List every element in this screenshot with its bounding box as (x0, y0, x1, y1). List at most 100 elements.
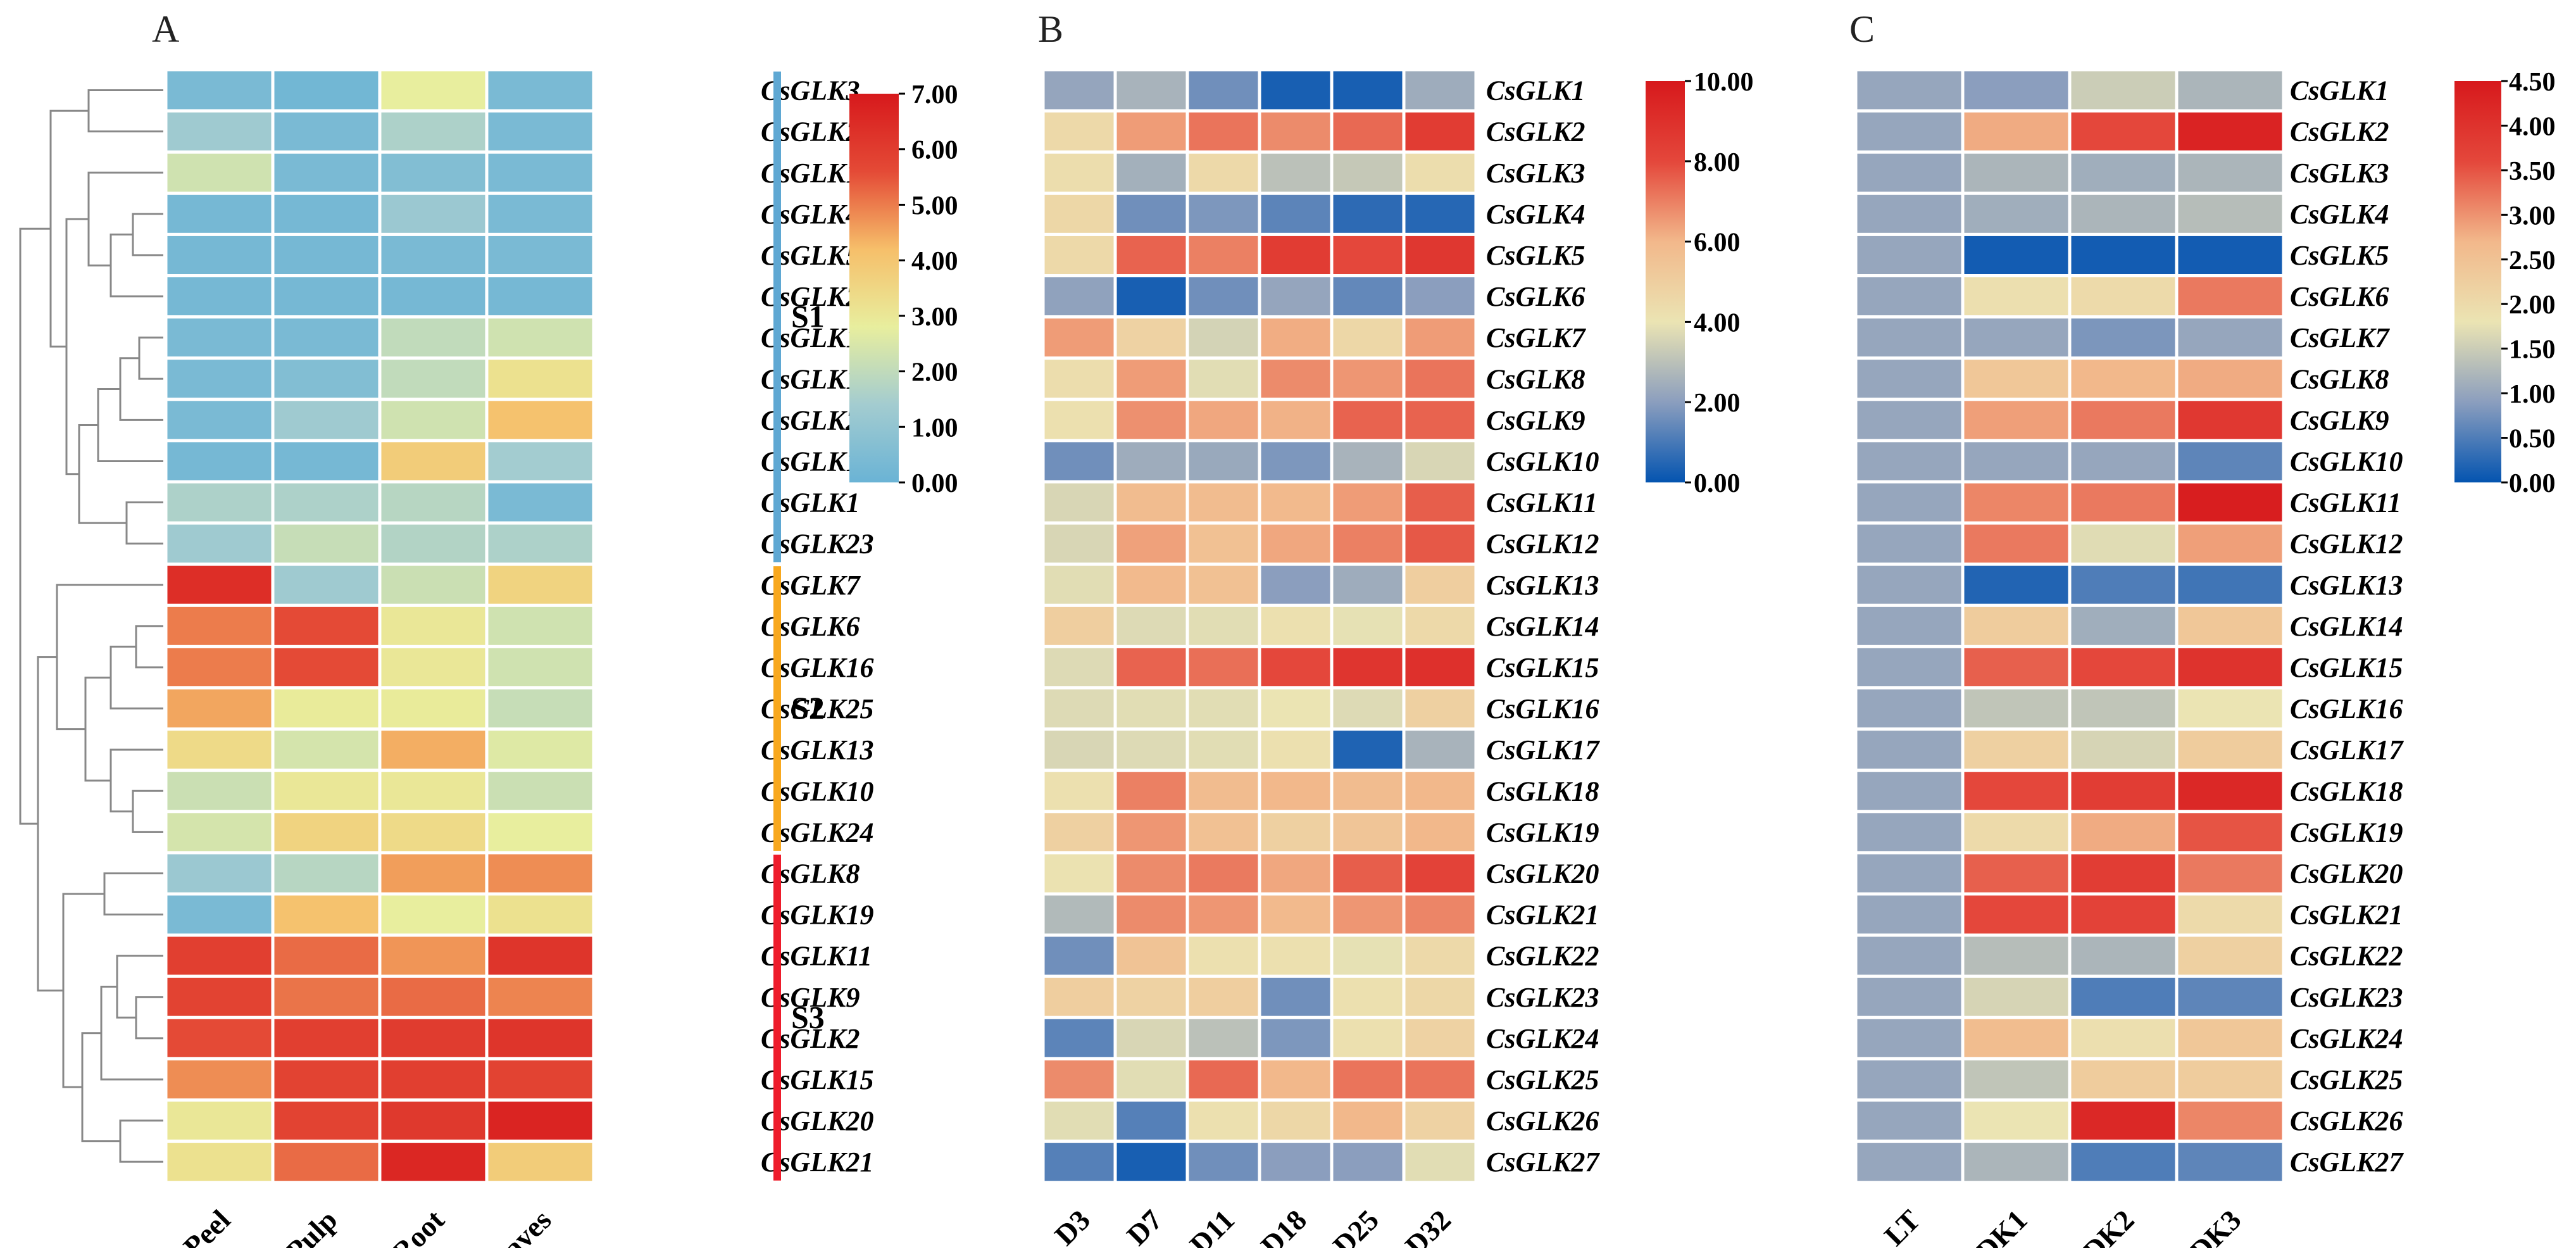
heatmap-cell (2175, 521, 2285, 566)
heatmap-cells (1041, 68, 1478, 1185)
heatmap-cell (378, 892, 489, 937)
row-label: CsGLK9 (1486, 405, 1585, 436)
row-label: CsGLK2 (2290, 116, 2389, 148)
heatmap-cell (1113, 1140, 1189, 1185)
heatmap-cell (1402, 769, 1478, 814)
heatmap-cell (1258, 439, 1334, 484)
heatmap-cell (1113, 1015, 1189, 1060)
colorbar-tick-label: 6.00 (1694, 229, 1741, 258)
heatmap-cell (1330, 1098, 1406, 1143)
heatmap-cell (271, 1140, 382, 1185)
heatmap-cell (1961, 480, 2072, 525)
heatmap-cell (1258, 232, 1334, 277)
heatmap-cell (1185, 933, 1261, 978)
column-label: LT (1878, 1204, 1926, 1248)
heatmap-cell (485, 562, 596, 607)
group-bar-s3 (773, 854, 781, 1181)
heatmap-cell (1113, 398, 1189, 443)
dendrogram-branch (109, 233, 163, 298)
heatmap-cell (1041, 603, 1117, 648)
row-label: CsGLK13 (1486, 570, 1599, 601)
row-label: CsGLK23 (1486, 982, 1599, 1013)
heatmap-cell (164, 356, 275, 401)
row-label: CsGLK18 (1486, 776, 1599, 807)
heatmap-cell (1330, 150, 1406, 195)
heatmap-cell (485, 480, 596, 525)
column-label: Peel (177, 1204, 237, 1248)
heatmap-cell (1961, 1057, 2072, 1102)
colorbar-tick-label: 1.00 (911, 413, 958, 443)
row-label: CsGLK22 (2290, 941, 2403, 972)
heatmap-cell (1185, 603, 1261, 648)
heatmap-cell (2175, 191, 2285, 236)
heatmap-cell (1258, 1015, 1334, 1060)
heatmap-cell (1258, 315, 1334, 360)
heatmap-cell (1330, 1057, 1406, 1102)
heatmap-cell (271, 1057, 382, 1102)
heatmap-cell (2175, 933, 2285, 978)
heatmap-cell (1185, 1057, 1261, 1102)
heatmap-cell (2175, 1057, 2285, 1102)
heatmap-cell (2175, 356, 2285, 401)
heatmap-cell (164, 109, 275, 154)
heatmap-cell (2068, 810, 2179, 855)
heatmap-cell (1041, 232, 1117, 277)
heatmap-cell (1854, 851, 1965, 896)
heatmap-cell (1854, 274, 1965, 319)
row-label: CsGLK17 (2290, 734, 2404, 765)
heatmap-cell (1961, 1015, 2072, 1060)
dendrogram-branch (116, 955, 163, 1019)
heatmap-cell (378, 109, 489, 154)
heatmap-cell (485, 892, 596, 937)
heatmap-cell (1402, 150, 1478, 195)
dendrogram-branch (65, 218, 89, 475)
row-label: CsGLK9 (2290, 405, 2389, 436)
heatmap-cell (271, 644, 382, 690)
dendrogram-branch (19, 227, 51, 825)
row-label: CsGLK19 (1486, 817, 1599, 848)
column-label: Root (385, 1204, 451, 1248)
heatmap-cell (1041, 851, 1117, 896)
heatmap-cell (485, 851, 596, 896)
heatmap-cell (271, 315, 382, 360)
dendrogram-branch (132, 213, 163, 256)
colorbar-tick-label: 2.00 (911, 358, 958, 387)
heatmap-cell (1961, 521, 2072, 566)
heatmap-cell (2175, 315, 2285, 360)
colorbar-tick-label: 3.50 (2509, 157, 2556, 186)
heatmap-cell (1041, 1140, 1117, 1185)
heatmap-cell (1402, 480, 1478, 525)
heatmap-cell (485, 191, 596, 236)
heatmap-cell (271, 150, 382, 195)
heatmap-cell (1185, 356, 1261, 401)
heatmap-cell (1854, 810, 1965, 855)
heatmap-cell (2175, 232, 2285, 277)
colorbar-tick-label: 6.00 (911, 136, 958, 165)
heatmap-cell (1041, 274, 1117, 319)
row-label: CsGLK16 (2290, 693, 2403, 724)
heatmap-cell (1330, 315, 1406, 360)
heatmap-cell (1041, 769, 1117, 814)
heatmap-cell (1330, 686, 1406, 731)
heatmap-cell (2175, 480, 2285, 525)
heatmap-cell (1113, 480, 1189, 525)
colorbar-ticks: 0.00 2.00 4.00 6.00 8.00 10.00 (1685, 68, 1754, 498)
row-label: CsGLK11 (1486, 487, 1597, 519)
heatmap-cell (1330, 439, 1406, 484)
heatmap-cell (2068, 851, 2179, 896)
dendrogram-branch (135, 996, 163, 1040)
heatmap-cell (1258, 398, 1334, 443)
heatmap-cell (1961, 1140, 2072, 1185)
heatmap-cell (1185, 769, 1261, 814)
row-labels: CsGLK1 CsGLK2 CsGLK3 CsGLK4 CsGLK5 CsGLK6 CsGL… (1486, 75, 1600, 1178)
heatmap-cell (1854, 150, 1965, 195)
heatmap-cell (1113, 109, 1189, 154)
heatmap-cell (1258, 562, 1334, 607)
heatmap-cell (271, 274, 382, 319)
heatmap-cell (271, 1098, 382, 1143)
heatmap-cell (485, 315, 596, 360)
heatmap-cell (1041, 150, 1117, 195)
heatmap-cell (1041, 974, 1117, 1019)
heatmap-cell (1854, 232, 1965, 277)
heatmap-cell (1330, 974, 1406, 1019)
